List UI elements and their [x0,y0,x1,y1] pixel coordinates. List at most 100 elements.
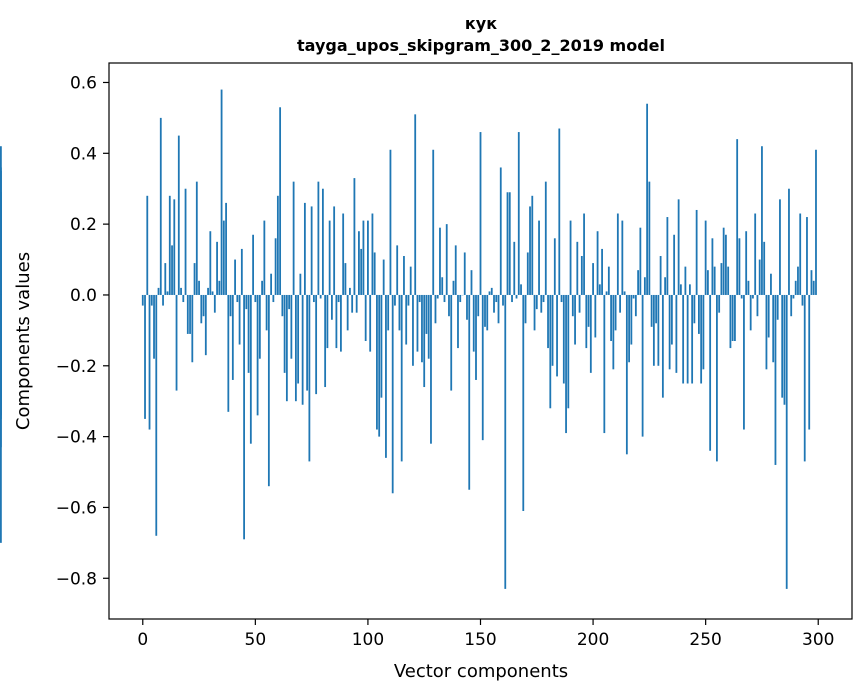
chart-subtitle: tayga_upos_skipgram_300_2_2019 model [297,36,665,55]
bar-193 [576,241,579,295]
bar-165 [513,241,516,295]
y-tick-label: −0.8 [56,569,97,589]
bar-295 [806,217,808,295]
bar-42 [236,294,239,303]
bar-73 [306,294,309,391]
bar-145 [468,294,471,490]
bar-187 [562,294,565,384]
bar-251 [707,270,709,295]
bar-190 [569,220,572,295]
bar-24 [195,181,198,295]
bar-107 [382,259,385,295]
bar-115 [400,294,403,462]
bar-174 [533,294,536,331]
bar-50 [254,294,257,303]
bar-234 [668,294,671,370]
bar-212 [619,294,621,313]
bar-232 [664,277,667,295]
bar-28 [204,294,207,356]
bar-297 [810,270,813,295]
bar-196 [583,213,585,295]
bar-227 [652,294,655,366]
bar-243 [688,284,691,295]
bar-223 [643,277,646,295]
bar-109 [387,294,390,331]
bar-54 [263,220,266,295]
bar-96 [358,231,360,295]
bar-149 [477,294,480,317]
bar-34 [218,280,221,295]
bar-1 [144,294,146,419]
bar-71 [301,294,304,405]
bar-undefined [0,294,2,356]
bar-72 [303,202,306,295]
bar-27 [202,294,205,317]
bar-172 [529,206,531,295]
y-tick-label: 0.2 [70,215,97,235]
bar-177 [540,294,543,313]
bar-252 [709,294,712,451]
bar-166 [515,294,518,299]
bar-294 [803,294,806,462]
bar-40 [231,294,234,380]
bar-15 [175,294,178,391]
bar-29 [207,287,209,295]
bar-141 [459,294,462,303]
bar-188 [565,294,567,434]
bar-275 [761,146,763,295]
bar-184 [556,294,558,377]
bar-136 [448,294,450,317]
bar-117 [405,294,408,345]
bar-137 [450,294,453,391]
bar-65 [288,294,291,310]
bar-282 [776,294,779,320]
bar-119 [409,266,412,295]
bar-55 [265,294,268,331]
bar-186 [560,294,563,303]
bar-125 [423,294,426,388]
bar-undefined [0,291,2,295]
bar-22 [191,294,194,363]
y-axis-label: Components values [13,252,34,430]
bar-291 [797,266,799,295]
bar-110 [389,149,392,295]
bar-138 [452,280,455,295]
bar-58 [272,294,275,303]
bar-14 [173,199,176,295]
bar-248 [700,294,703,384]
bar-258 [722,227,725,295]
x-tick-label: 250 [689,630,721,650]
bar-158 [497,294,500,324]
bar-134 [443,294,446,303]
bar-52 [258,294,261,359]
bar-293 [801,294,804,306]
bar-201 [594,294,597,338]
bar-281 [774,294,777,465]
bar-122 [416,294,419,352]
chart-title: кук [465,14,497,33]
bar-104 [376,294,378,430]
bar-216 [628,294,630,363]
bar-121 [414,114,417,295]
bar-205 [603,294,606,434]
bar-254 [713,266,716,295]
bar-272 [754,213,757,295]
bar-82 [326,294,329,349]
bar-209 [612,294,615,370]
bar-undefined [0,248,2,295]
bar-277 [765,294,768,370]
bar-8 [159,117,162,295]
y-axis-ticks: −0.8 −0.6 −0.4 −0.2 0.0 0.2 0.4 0.6 [56,73,109,589]
bar-213 [621,220,624,295]
bar-218 [632,294,635,299]
bar-66 [290,294,293,359]
bar-43 [238,294,241,345]
bar-114 [398,294,401,331]
bar-118 [407,294,410,306]
bar-undefined [0,294,2,419]
bar-88 [340,294,342,352]
bar-194 [578,294,581,313]
bar-163 [508,192,511,295]
bar-83 [328,220,331,295]
bar-199 [589,294,592,373]
